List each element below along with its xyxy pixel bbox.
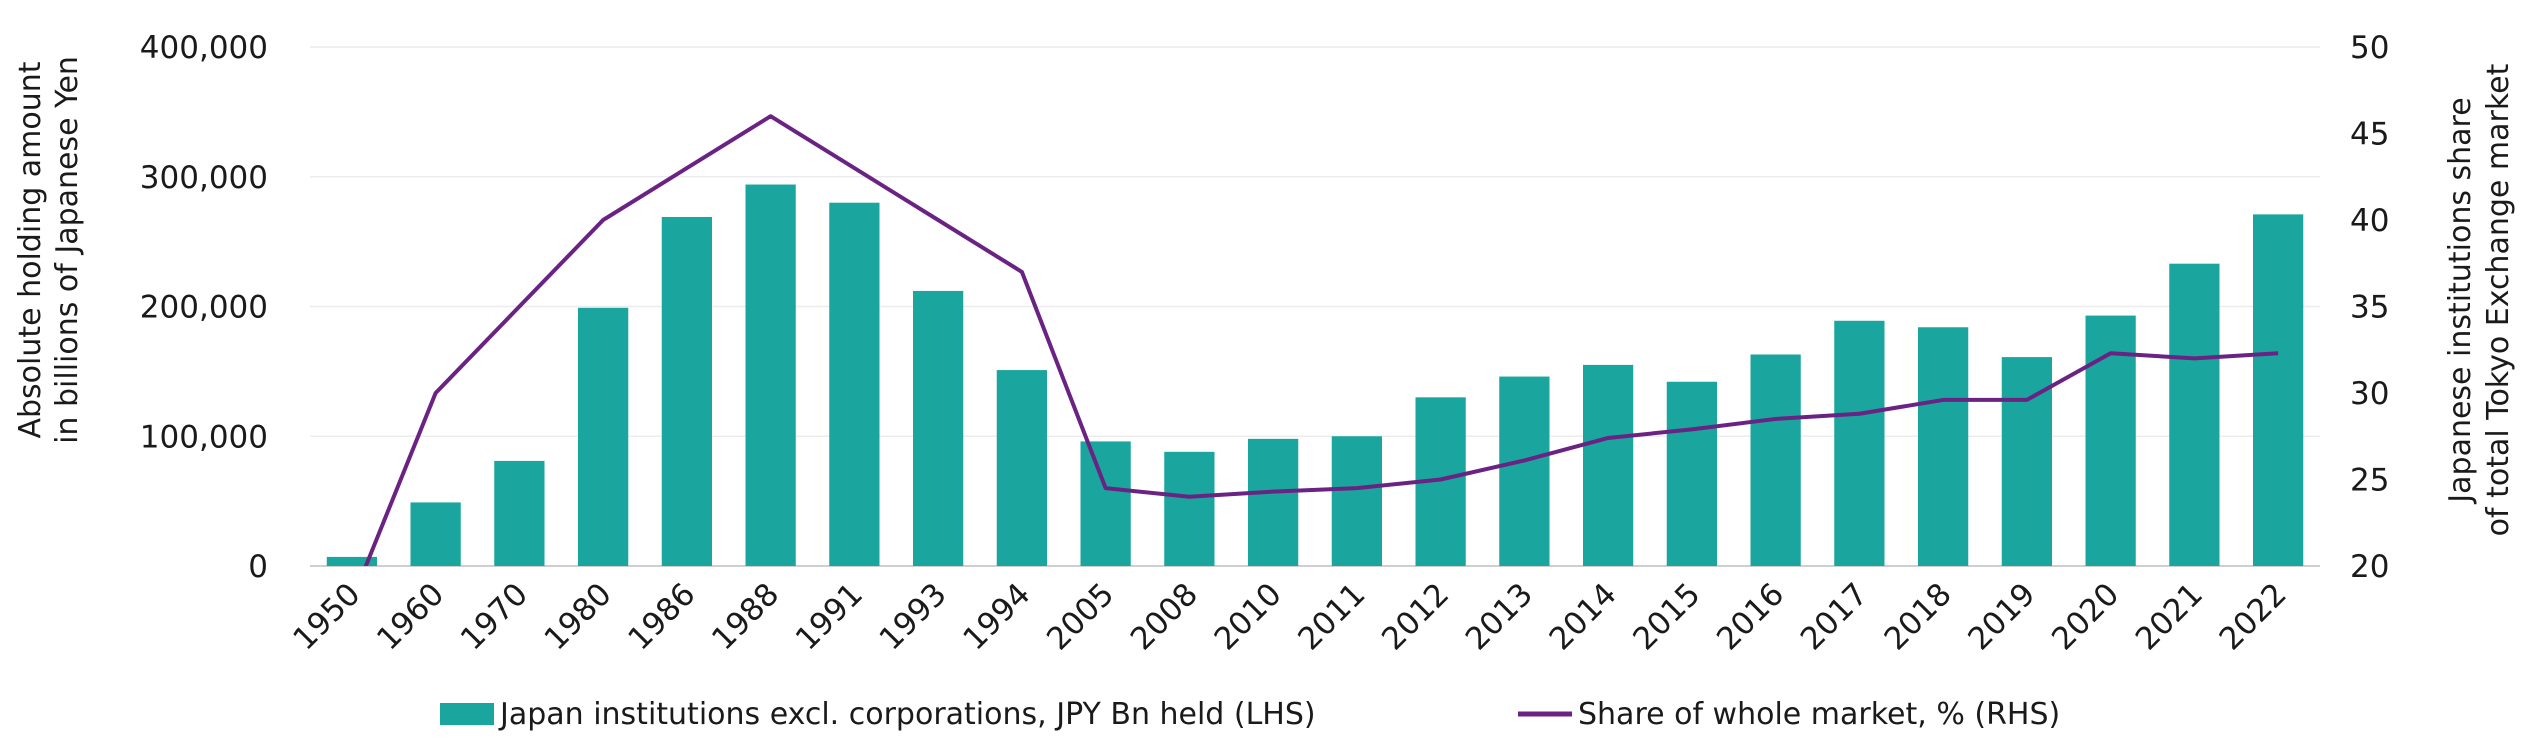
bar	[1918, 327, 1969, 566]
x-tick-label: 1988	[705, 576, 786, 657]
x-tick-label: 1986	[621, 576, 702, 657]
x-tick-label: 2016	[1710, 576, 1791, 657]
bar	[661, 216, 712, 566]
bar	[2085, 315, 2136, 566]
bar	[1248, 438, 1299, 566]
bar	[1583, 364, 1634, 566]
bar	[1164, 451, 1215, 566]
x-tick-label: 1960	[370, 576, 451, 657]
x-tick-label: 2015	[1626, 576, 1707, 657]
bar	[410, 502, 461, 566]
bar	[1834, 320, 1885, 566]
bar	[745, 184, 796, 566]
bar	[1331, 436, 1382, 566]
left-tick-label: 300,000	[140, 160, 268, 196]
x-tick-label: 2020	[2045, 576, 2126, 657]
right-tick-label: 45	[2350, 117, 2389, 153]
x-tick-label: 1950	[286, 576, 367, 657]
bar	[1750, 354, 1801, 566]
x-tick-label: 1994	[956, 576, 1037, 657]
axis-titles: Absolute holding amount in billions of J…	[13, 56, 2516, 536]
bar-series	[326, 184, 2304, 566]
x-tick-label: 1993	[873, 576, 954, 657]
bar	[326, 556, 377, 566]
right-axis-title-line-2: of total Tokyo Exchange market	[2481, 63, 2516, 536]
x-tick-label: 2018	[1878, 576, 1959, 657]
x-tick-label: 1980	[538, 576, 619, 657]
right-tick-label: 25	[2350, 463, 2389, 499]
bar	[829, 202, 880, 566]
x-tick-label: 2011	[1291, 576, 1372, 657]
x-tick-label: 2022	[2213, 576, 2294, 657]
right-axis-ticks: 20 25 30 35 40 45 50	[2350, 30, 2389, 585]
x-tick-label: 2014	[1543, 576, 1624, 657]
x-tick-label: 1970	[454, 576, 535, 657]
left-axis-title-line-2: in billions of Japanese Yen	[50, 56, 85, 444]
legend-label-bars: Japan institutions excl. corporations, J…	[498, 697, 1316, 732]
legend: Japan institutions excl. corporations, J…	[440, 697, 2060, 732]
bar	[996, 370, 1047, 566]
right-tick-label: 30	[2350, 376, 2389, 412]
x-tick-label: 2012	[1375, 576, 1456, 657]
x-tick-label: 2017	[1794, 576, 1875, 657]
legend-swatch-bars	[440, 703, 494, 725]
x-tick-label: 2019	[1961, 576, 2042, 657]
bar	[1499, 376, 1550, 566]
bar	[1080, 441, 1131, 566]
x-tick-label: 2010	[1208, 576, 1289, 657]
left-tick-label: 400,000	[140, 30, 268, 66]
bar	[494, 460, 545, 566]
right-tick-label: 35	[2350, 290, 2389, 326]
x-axis-ticks: 1950 1960 1970 1980 1986 1988 1991 1993 1994 2005…	[286, 576, 2294, 657]
right-tick-label: 40	[2350, 203, 2389, 239]
left-axis-ticks: 0 100,000 200,000 300,000 400,000	[140, 30, 268, 585]
right-tick-label: 50	[2350, 30, 2389, 66]
gridlines	[310, 46, 2320, 567]
bar	[1666, 381, 1717, 566]
line-series	[363, 114, 2279, 566]
bar	[2253, 214, 2304, 566]
bar	[578, 307, 629, 566]
bar	[913, 290, 964, 566]
x-tick-label: 2013	[1459, 576, 1540, 657]
x-tick-label: 2005	[1040, 576, 1121, 657]
right-axis-title-line-1: Japanese institutions share	[2443, 97, 2478, 504]
left-axis-title-line-1: Absolute holding amount	[13, 61, 48, 438]
bar	[2169, 263, 2220, 566]
x-tick-label: 1991	[789, 576, 870, 657]
legend-label-line: Share of whole market, % (RHS)	[1578, 697, 2060, 732]
left-tick-label: 100,000	[140, 419, 268, 455]
share-line	[363, 114, 2279, 566]
x-tick-label: 2008	[1124, 576, 1205, 657]
left-tick-label: 200,000	[140, 290, 268, 326]
x-tick-label: 2021	[2129, 576, 2210, 657]
left-tick-label: 0	[248, 549, 268, 585]
right-tick-label: 20	[2350, 549, 2389, 585]
